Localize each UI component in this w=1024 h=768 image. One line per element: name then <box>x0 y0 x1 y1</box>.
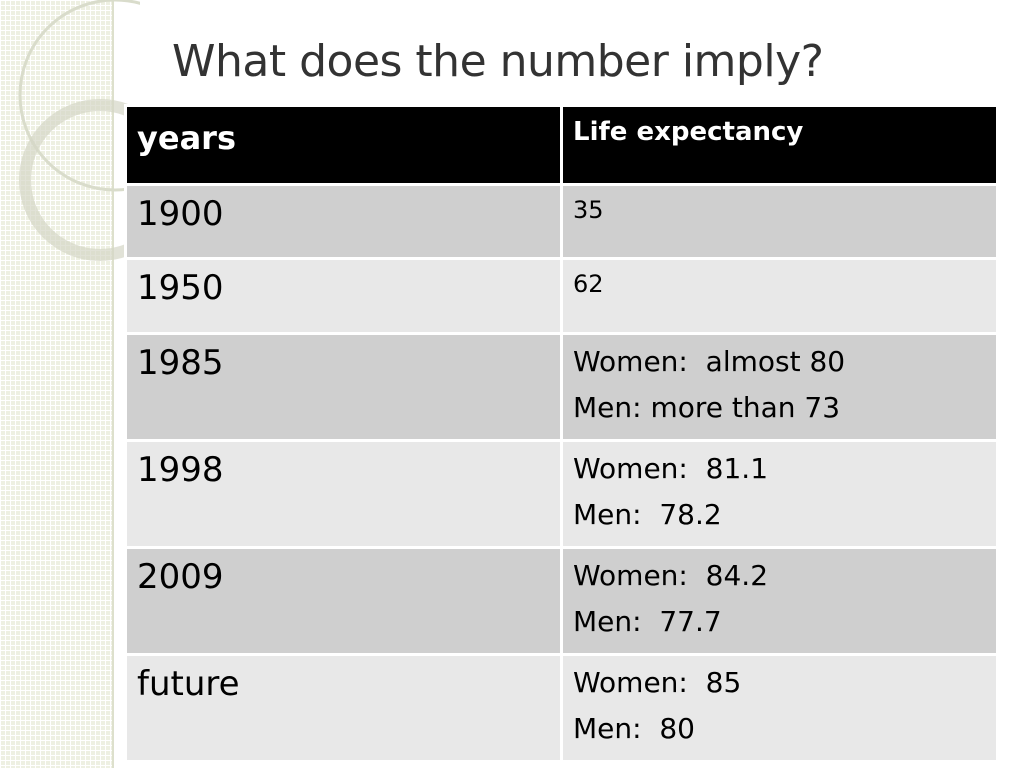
value-cell: 35 <box>560 183 999 260</box>
slide-title: What does the number imply? <box>172 36 824 87</box>
table-row: 1998 Women: 81.1 Men: 78.2 <box>124 439 999 549</box>
data-table: years Life expectancy 1900 35 1950 62 1985 Wo… <box>124 104 999 763</box>
year-cell: 1985 <box>124 332 563 442</box>
value-line: Men: 78.2 <box>573 498 722 531</box>
year-cell: 1950 <box>124 257 563 335</box>
value-line: Women: 81.1 <box>573 452 769 485</box>
table-row: 1900 35 <box>124 183 999 260</box>
value-line: Women: 84.2 <box>573 559 769 592</box>
year-cell: 2009 <box>124 546 563 656</box>
header-cell: Life expectancy <box>560 104 999 186</box>
value-line: Men: more than 73 <box>573 391 841 424</box>
value-line: Men: 80 <box>573 712 695 745</box>
table-row: 1950 62 <box>124 257 999 335</box>
value-cell: Women: 84.2 Men: 77.7 <box>560 546 999 656</box>
value-line: 62 <box>573 270 604 298</box>
value-cell: 62 <box>560 257 999 335</box>
table-row: future Women: 85 Men: 80 <box>124 653 999 763</box>
value-line: 35 <box>573 196 604 224</box>
header-cell: years <box>124 104 563 186</box>
year-cell: future <box>124 653 563 763</box>
table-row: 2009 Women: 84.2 Men: 77.7 <box>124 546 999 656</box>
year-cell: 1900 <box>124 183 563 260</box>
table-row: 1985 Women: almost 80 Men: more than 73 <box>124 332 999 442</box>
decor-circles <box>18 0 140 261</box>
year-cell: 1998 <box>124 439 563 549</box>
value-line: Men: 77.7 <box>573 605 722 638</box>
decor-strip <box>0 0 114 768</box>
value-cell: Women: 85 Men: 80 <box>560 653 999 763</box>
value-cell: Women: 81.1 Men: 78.2 <box>560 439 999 549</box>
value-line: Women: 85 <box>573 666 742 699</box>
value-cell: Women: almost 80 Men: more than 73 <box>560 332 999 442</box>
value-line: Women: almost 80 <box>573 345 846 378</box>
header-row: years Life expectancy <box>124 104 999 186</box>
